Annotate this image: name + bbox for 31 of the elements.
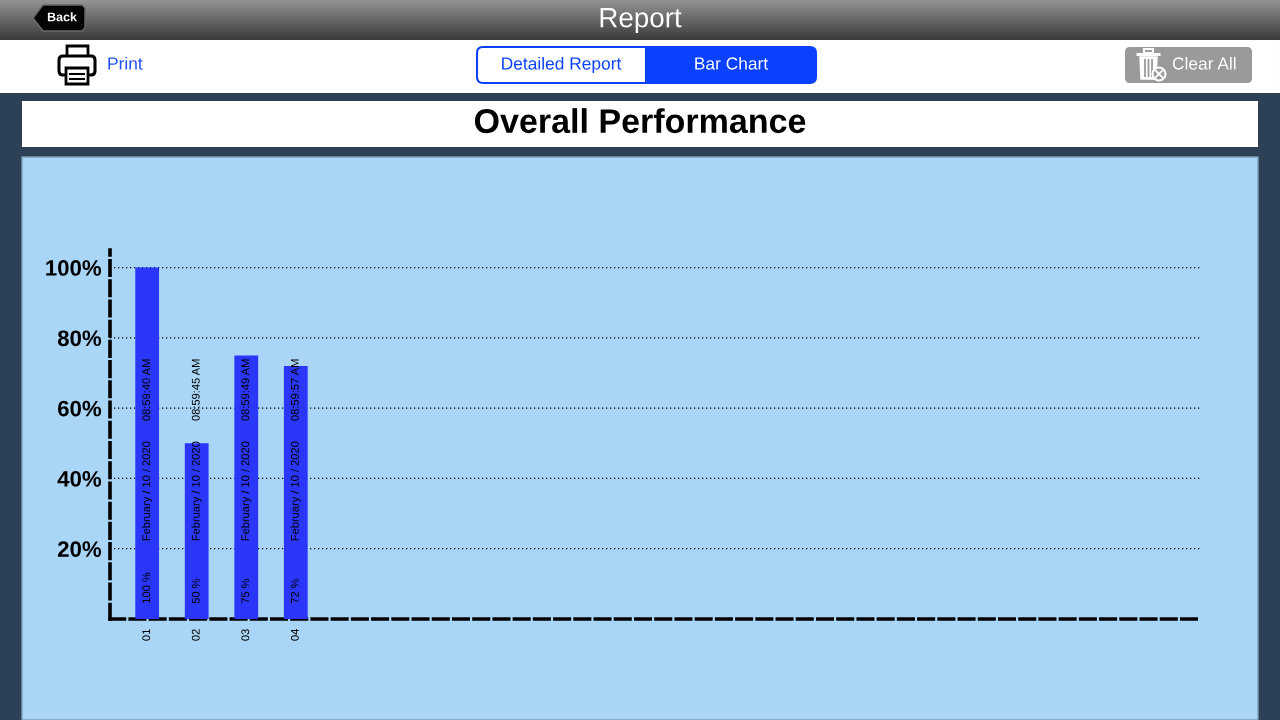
annotation: February / 10 / 2020 — [241, 441, 252, 541]
x-tick-label: 04 — [290, 629, 299, 641]
x-tick-label: 03 — [241, 629, 250, 641]
y-tick-label: 60% — [58, 400, 102, 417]
annotation: 08:59:40 AM — [142, 359, 151, 421]
text: Print — [108, 56, 143, 70]
bar — [184, 443, 209, 619]
y-tick-label: 20% — [57, 541, 102, 557]
bar — [234, 355, 259, 619]
annotation: February / 10 / 2020 — [191, 441, 202, 541]
data-label: 72 % — [290, 578, 299, 604]
annotation: February / 10 / 2020 — [141, 441, 153, 541]
x-tick-label: 01 — [142, 629, 151, 641]
chart-title: Overall Performance — [474, 108, 806, 134]
text: Detailed Report — [502, 56, 622, 74]
y-tick-label: 40% — [57, 470, 102, 487]
text: Bar Chart — [695, 56, 769, 70]
annotation: 08:59:45 AM — [191, 359, 200, 421]
y-tick-label: 100% — [46, 260, 102, 276]
y-tick-label: 80% — [57, 330, 102, 347]
data-label: 75 % — [241, 578, 250, 604]
text: Clear All — [1172, 56, 1236, 70]
x-tick-label: 02 — [191, 629, 200, 641]
bar — [135, 267, 160, 619]
text: Report — [600, 8, 682, 33]
annotation: February / 10 / 2020 — [290, 441, 301, 541]
data-label: 100 % — [142, 572, 151, 603]
text: Back — [47, 12, 77, 22]
annotation: 08:59:57 AM — [290, 359, 299, 421]
data-label: 50 % — [191, 578, 200, 604]
annotation: 08:59:49 AM — [241, 359, 250, 421]
